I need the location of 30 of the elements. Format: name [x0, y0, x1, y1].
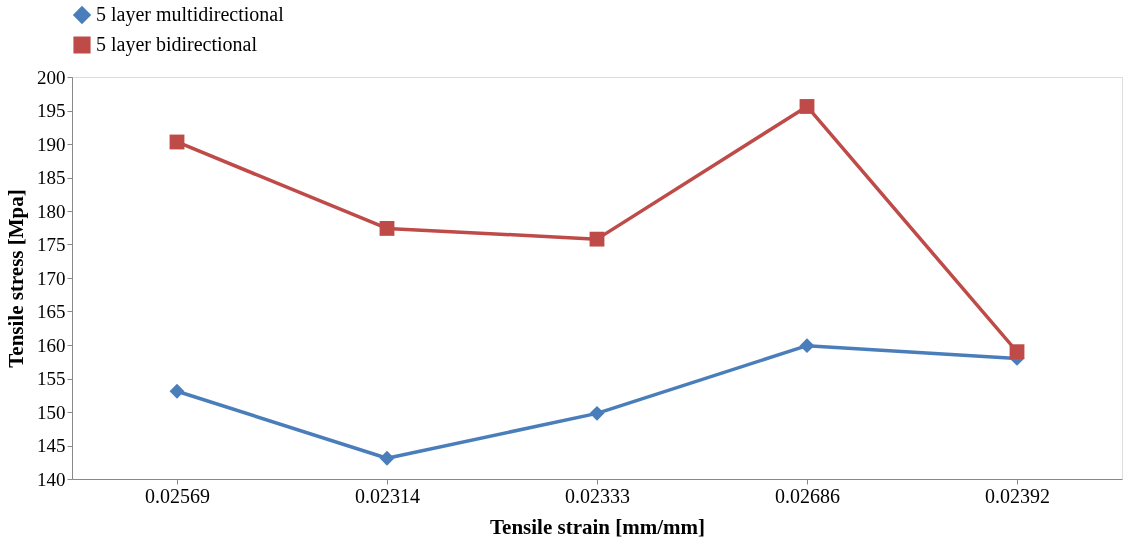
y-tick-label: 160: [37, 334, 66, 356]
y-tick-label: 175: [37, 234, 66, 255]
point: [379, 450, 395, 466]
legend-label: 5 layer multidirectional: [96, 3, 285, 26]
y-tick-label: 185: [37, 167, 66, 188]
point: [799, 338, 815, 354]
y-tick-label: 140: [37, 468, 66, 490]
point: [589, 405, 605, 421]
y-tick-label: 150: [37, 401, 66, 423]
point: [799, 99, 815, 114]
point: [379, 221, 395, 236]
legend-label: 5 layer bidirectional: [96, 33, 258, 56]
y-tick-label: 155: [37, 368, 66, 389]
x-axis-title: Tensile strain [mm/mm]: [489, 514, 706, 539]
y-axis-title: Tensile stress [Mpa]: [4, 189, 28, 368]
x-tick-label: 0.02333: [565, 484, 630, 507]
x-tick-label: 0.02392: [985, 484, 1050, 507]
y-tick-label: 180: [37, 200, 66, 222]
point: [1009, 344, 1025, 360]
x-tick-label: 0.02686: [775, 484, 840, 507]
y-tick-label: 165: [37, 301, 66, 322]
x-tick-label: 0.02569: [145, 484, 210, 507]
x-tick-label: 0.02314: [355, 484, 420, 507]
y-tick-label: 170: [37, 267, 66, 289]
y-tick-label: 195: [37, 100, 66, 121]
y-tick-label: 200: [37, 66, 66, 88]
y-tick-label: 145: [37, 435, 66, 456]
point: [589, 231, 605, 247]
y-tick-label: 190: [37, 133, 66, 155]
point: [169, 383, 185, 399]
